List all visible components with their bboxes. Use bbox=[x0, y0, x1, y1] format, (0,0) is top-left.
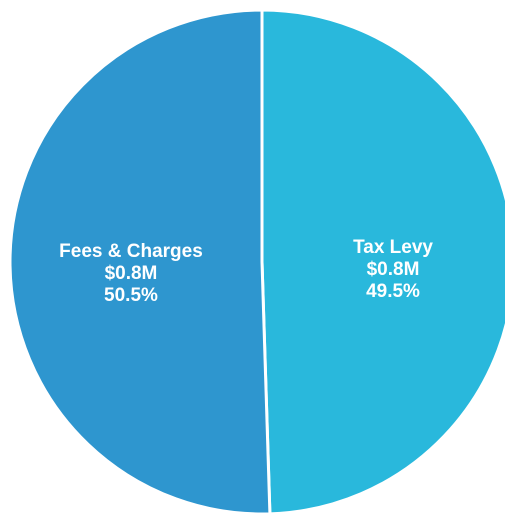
slice-percent: 50.5% bbox=[104, 285, 158, 306]
slice-percent: 49.5% bbox=[366, 281, 420, 302]
slice-amount: $0.8M bbox=[367, 259, 420, 280]
pie-slice bbox=[8, 8, 272, 514]
slice-label: Tax Levy bbox=[353, 237, 433, 258]
slice-label: Fees & Charges bbox=[59, 241, 203, 262]
slice-amount: $0.8M bbox=[105, 263, 158, 284]
pie-slice bbox=[260, 8, 505, 514]
